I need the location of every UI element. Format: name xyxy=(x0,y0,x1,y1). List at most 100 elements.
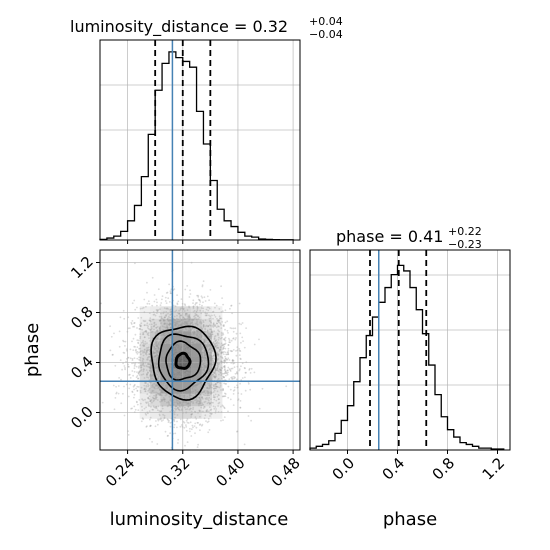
scatter-point xyxy=(189,402,192,405)
scatter-point xyxy=(162,356,165,358)
scatter-point xyxy=(204,389,206,392)
scatter-point xyxy=(200,384,203,386)
scatter-point xyxy=(190,327,193,330)
scatter-point xyxy=(177,350,180,353)
scatter-point xyxy=(153,324,156,327)
scatter-point xyxy=(223,343,226,346)
scatter-point xyxy=(156,338,159,341)
scatter-point xyxy=(165,340,167,342)
scatter-point xyxy=(115,385,117,388)
scatter-point xyxy=(123,365,126,367)
scatter-point xyxy=(176,393,179,396)
scatter-point xyxy=(159,394,162,396)
scatter-point xyxy=(194,302,197,305)
scatter-point xyxy=(230,350,233,353)
scatter-point xyxy=(182,374,185,376)
scatter-point xyxy=(194,333,196,335)
scatter-point xyxy=(130,321,133,324)
scatter-point xyxy=(191,373,193,375)
scatter-point xyxy=(139,344,142,346)
scatter-point xyxy=(158,374,161,376)
scatter-point xyxy=(218,373,220,376)
scatter-point xyxy=(176,314,178,317)
scatter-point xyxy=(220,352,223,354)
scatter-point xyxy=(145,305,147,308)
scatter-point xyxy=(210,366,213,369)
scatter-point xyxy=(191,371,194,374)
scatter-point xyxy=(131,362,133,365)
scatter-point xyxy=(201,284,204,286)
scatter-point xyxy=(247,415,250,417)
scatter-point xyxy=(225,374,227,377)
scatter-point xyxy=(190,368,193,371)
scatter-point xyxy=(200,335,203,338)
scatter-point xyxy=(132,349,135,351)
scatter-point xyxy=(221,356,223,359)
scatter-point xyxy=(186,408,189,410)
scatter-point xyxy=(157,405,160,408)
scatter-point xyxy=(157,338,160,340)
scatter-point xyxy=(205,359,207,361)
scatter-point xyxy=(180,370,182,372)
density-cell xyxy=(191,331,202,344)
scatter-point xyxy=(196,334,198,337)
scatter-point xyxy=(190,410,193,413)
scatter-point xyxy=(222,419,224,421)
scatter-point xyxy=(176,331,179,334)
scatter-point xyxy=(139,337,142,340)
scatter-point xyxy=(143,320,146,323)
scatter-point xyxy=(179,401,181,404)
scatter-point xyxy=(205,325,207,328)
scatter-point xyxy=(139,335,142,338)
scatter-point xyxy=(185,357,187,360)
scatter-point xyxy=(215,375,218,377)
scatter-point xyxy=(197,315,200,318)
scatter-point xyxy=(151,304,154,307)
scatter-point xyxy=(194,364,197,367)
scatter-point xyxy=(154,395,157,398)
scatter-point xyxy=(114,364,117,367)
scatter-point xyxy=(147,372,150,374)
scatter-point xyxy=(213,398,216,401)
scatter-point xyxy=(230,305,233,307)
scatter-point xyxy=(217,377,220,380)
scatter-point xyxy=(176,370,178,373)
scatter-point xyxy=(250,367,253,370)
scatter-point xyxy=(145,331,148,334)
scatter-point xyxy=(131,391,134,393)
scatter-point xyxy=(185,360,187,362)
scatter-point xyxy=(214,306,216,309)
scatter-point xyxy=(169,422,172,424)
scatter-point xyxy=(225,357,227,360)
density-cell xyxy=(201,368,212,382)
scatter-point xyxy=(199,321,201,324)
scatter-point xyxy=(193,318,195,321)
scatter-point xyxy=(143,377,146,379)
scatter-point xyxy=(139,390,142,392)
scatter-point xyxy=(213,330,216,333)
scatter-point xyxy=(189,322,192,325)
scatter-point xyxy=(156,409,159,412)
scatter-point xyxy=(156,399,159,401)
scatter-point xyxy=(179,425,182,428)
scatter-point xyxy=(183,426,186,429)
scatter-point xyxy=(163,307,166,309)
scatter-point xyxy=(223,324,225,326)
scatter-point xyxy=(208,387,211,389)
scatter-point xyxy=(148,303,151,305)
scatter-point xyxy=(241,377,244,379)
scatter-point xyxy=(166,342,169,345)
scatter-point xyxy=(210,386,213,389)
scatter-point xyxy=(183,383,186,386)
scatter-point xyxy=(200,307,203,309)
scatter-point xyxy=(164,296,167,299)
scatter-point xyxy=(118,377,120,379)
scatter-point xyxy=(175,346,178,349)
scatter-point xyxy=(189,390,192,392)
scatter-point xyxy=(188,373,190,375)
scatter-point xyxy=(199,399,202,402)
scatter-point xyxy=(156,443,159,445)
scatter-point xyxy=(153,321,156,324)
scatter-point xyxy=(189,354,191,357)
